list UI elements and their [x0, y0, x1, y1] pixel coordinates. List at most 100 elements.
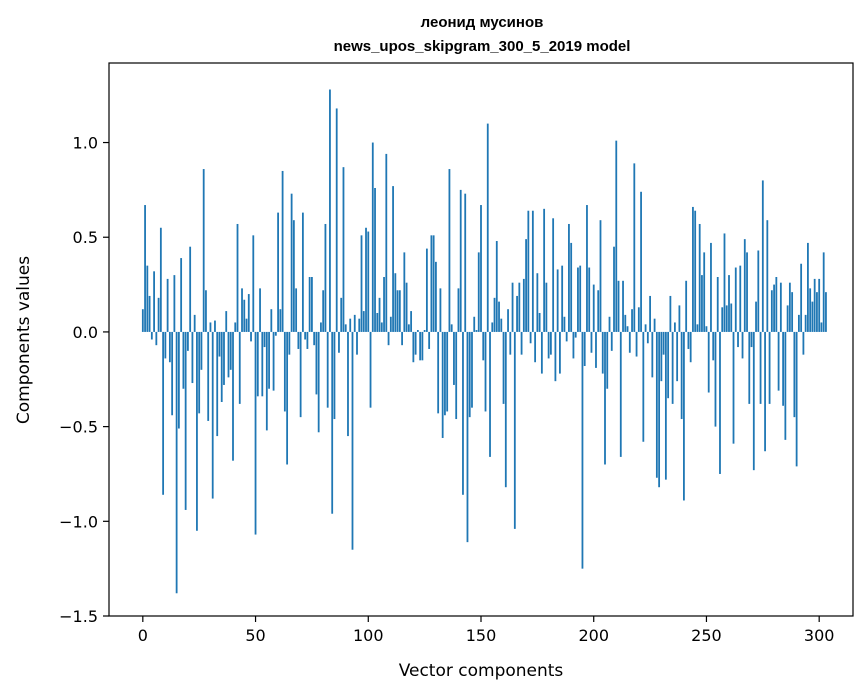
bar	[748, 331, 751, 404]
bar	[313, 331, 316, 346]
bar	[281, 170, 284, 332]
bar	[554, 331, 557, 382]
x-axis-label: Vector components	[399, 661, 564, 681]
bar	[279, 309, 282, 332]
bar	[811, 301, 814, 332]
bar	[362, 311, 365, 332]
bar	[793, 331, 796, 418]
bar	[200, 331, 203, 370]
bar	[561, 265, 564, 332]
bar	[274, 331, 277, 336]
bar	[191, 331, 194, 384]
bar	[288, 331, 291, 355]
bar	[525, 239, 527, 332]
bar	[175, 331, 178, 594]
bar	[164, 331, 167, 359]
y-axis-ticks: −1.5 −1.0 −0.5 0.0 0.5 1.0	[59, 134, 109, 626]
bar	[189, 246, 192, 332]
bar	[340, 297, 343, 332]
bar	[308, 277, 311, 332]
x-axis-ticks: 0 50 100 150 200 250 300	[138, 616, 834, 645]
bar	[439, 288, 442, 332]
x-tick-label: 250	[691, 626, 722, 645]
bar	[730, 303, 733, 332]
bar	[757, 250, 760, 332]
bar	[385, 153, 388, 332]
bar	[157, 297, 160, 332]
bar	[653, 318, 656, 332]
bar	[146, 265, 149, 332]
bar	[491, 322, 494, 332]
bar	[166, 278, 169, 332]
bar	[259, 288, 261, 332]
bar	[547, 331, 550, 359]
bar	[797, 314, 800, 332]
bar	[606, 331, 609, 389]
bar	[701, 275, 703, 332]
bar	[640, 191, 642, 332]
bar	[227, 331, 230, 378]
bar	[484, 331, 487, 412]
bar	[320, 322, 322, 332]
bar	[317, 331, 320, 433]
bar	[631, 309, 633, 332]
bar	[750, 331, 753, 348]
bar	[721, 307, 724, 332]
bar	[498, 301, 500, 332]
bar	[500, 318, 503, 332]
bar	[710, 242, 712, 332]
bar	[412, 331, 415, 363]
bar	[218, 331, 221, 357]
bar	[658, 331, 661, 488]
bar	[588, 267, 591, 332]
bar	[256, 331, 259, 397]
bar	[536, 273, 539, 332]
bar	[779, 282, 782, 332]
bar	[761, 180, 764, 332]
bar	[572, 331, 575, 359]
bar	[155, 331, 158, 346]
bar	[342, 167, 345, 332]
bar	[509, 331, 512, 355]
bar	[617, 280, 620, 332]
bar	[290, 193, 293, 332]
bar	[360, 235, 363, 332]
bar	[495, 241, 498, 332]
bar	[788, 282, 791, 332]
bar	[234, 322, 237, 332]
bar	[549, 331, 552, 355]
y-tick-label: −1.0	[59, 512, 98, 531]
bar	[353, 314, 356, 332]
bar	[441, 331, 444, 438]
x-tick-label: 0	[138, 626, 148, 645]
bar	[209, 322, 212, 332]
bar	[462, 331, 464, 495]
bar	[432, 235, 435, 332]
bar	[743, 239, 746, 332]
bar	[493, 297, 496, 332]
bar	[680, 331, 683, 420]
bar	[453, 331, 455, 385]
bar	[401, 331, 403, 346]
bar	[162, 331, 165, 495]
bar	[635, 331, 638, 357]
bar	[565, 331, 568, 342]
bar	[187, 331, 189, 351]
bar	[664, 331, 667, 480]
bar	[351, 331, 354, 550]
bar	[150, 331, 153, 340]
bar	[437, 331, 440, 414]
bar	[795, 331, 798, 467]
x-tick-label: 50	[245, 626, 265, 645]
bar	[329, 89, 331, 332]
bar	[335, 108, 338, 332]
bar	[292, 220, 295, 332]
x-tick-label: 150	[466, 626, 497, 645]
bar	[482, 331, 485, 361]
bar	[813, 278, 816, 332]
bar	[232, 331, 234, 461]
bar	[764, 331, 766, 452]
bar	[270, 309, 273, 332]
